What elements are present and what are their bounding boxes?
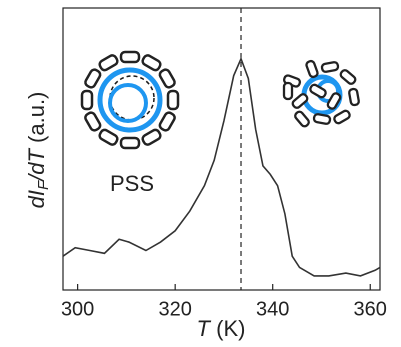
block <box>339 69 357 85</box>
plot-frame <box>62 7 381 291</box>
x-tick-label: 360 <box>354 298 387 320</box>
block <box>98 54 119 72</box>
illustrations <box>80 50 360 150</box>
y-label-part: (a.u.) <box>24 92 49 149</box>
block <box>305 59 319 79</box>
block <box>326 92 342 110</box>
block <box>80 89 94 111</box>
block <box>158 68 176 89</box>
polymer <box>108 83 148 123</box>
x-axis-label: T (K) <box>197 316 246 341</box>
block <box>119 136 141 150</box>
polymer <box>97 67 163 133</box>
x-tick-label: 300 <box>61 298 94 320</box>
y-label-part: F <box>35 180 52 190</box>
x-tick-label: 340 <box>256 298 289 320</box>
x-tick-label: 320 <box>158 298 191 320</box>
block <box>309 83 327 99</box>
y-label-part: dI <box>24 190 49 208</box>
block <box>141 54 162 72</box>
block <box>291 93 309 109</box>
block <box>84 68 102 89</box>
block <box>294 110 310 128</box>
block <box>119 50 141 64</box>
block <box>98 128 119 146</box>
block <box>333 109 351 125</box>
x-label-part: T <box>197 316 212 341</box>
block <box>312 113 332 125</box>
block <box>166 89 180 111</box>
annotation: PSS <box>110 171 154 196</box>
block <box>141 128 162 146</box>
y-axis-label: dIF/dT (a.u.) <box>24 92 52 209</box>
x-label-part: (K) <box>210 316 245 341</box>
block <box>320 61 340 73</box>
block <box>282 81 294 101</box>
block <box>348 87 360 107</box>
polymer <box>109 75 155 121</box>
y-label-part: /dT <box>24 148 49 183</box>
block <box>158 111 176 132</box>
block <box>84 111 102 132</box>
data-line <box>62 56 381 277</box>
